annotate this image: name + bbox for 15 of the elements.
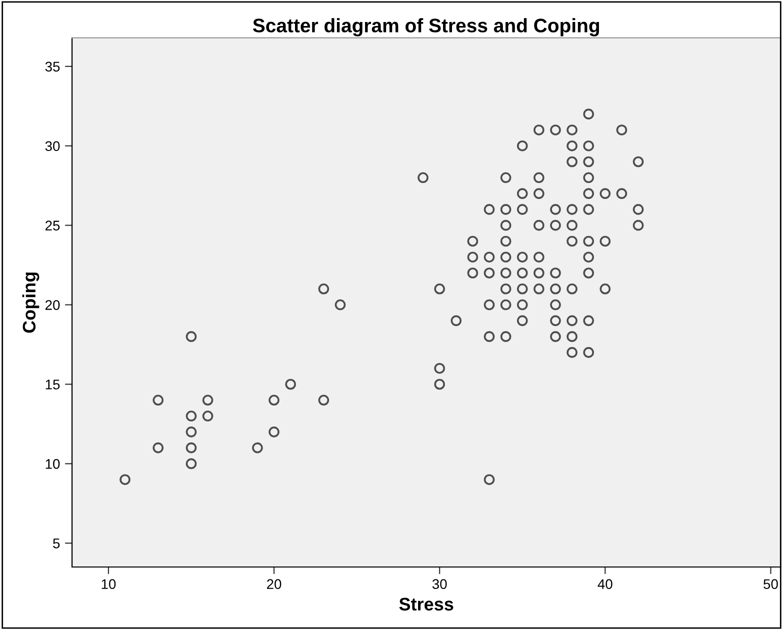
y-tick-label: 5 <box>53 538 60 548</box>
y-tick-label: 25 <box>45 220 60 230</box>
x-tick-label: 10 <box>102 579 116 590</box>
x-axis-title: Stress <box>399 598 454 611</box>
y-tick-label: 10 <box>46 459 60 469</box>
x-tick-label: 50 <box>764 579 778 590</box>
y-tick-label: 20 <box>45 300 60 310</box>
x-tick-label: 20 <box>267 579 282 590</box>
y-tick-label: 30 <box>45 141 60 152</box>
y-tick-label: 15 <box>46 380 60 390</box>
chart-title: Scatter diagram of Stress and Coping <box>252 18 600 36</box>
x-tick-label: 30 <box>432 579 447 590</box>
x-tick-label: 40 <box>598 579 612 590</box>
y-tick-label: 35 <box>45 62 60 72</box>
y-axis-title: Coping <box>22 272 40 333</box>
